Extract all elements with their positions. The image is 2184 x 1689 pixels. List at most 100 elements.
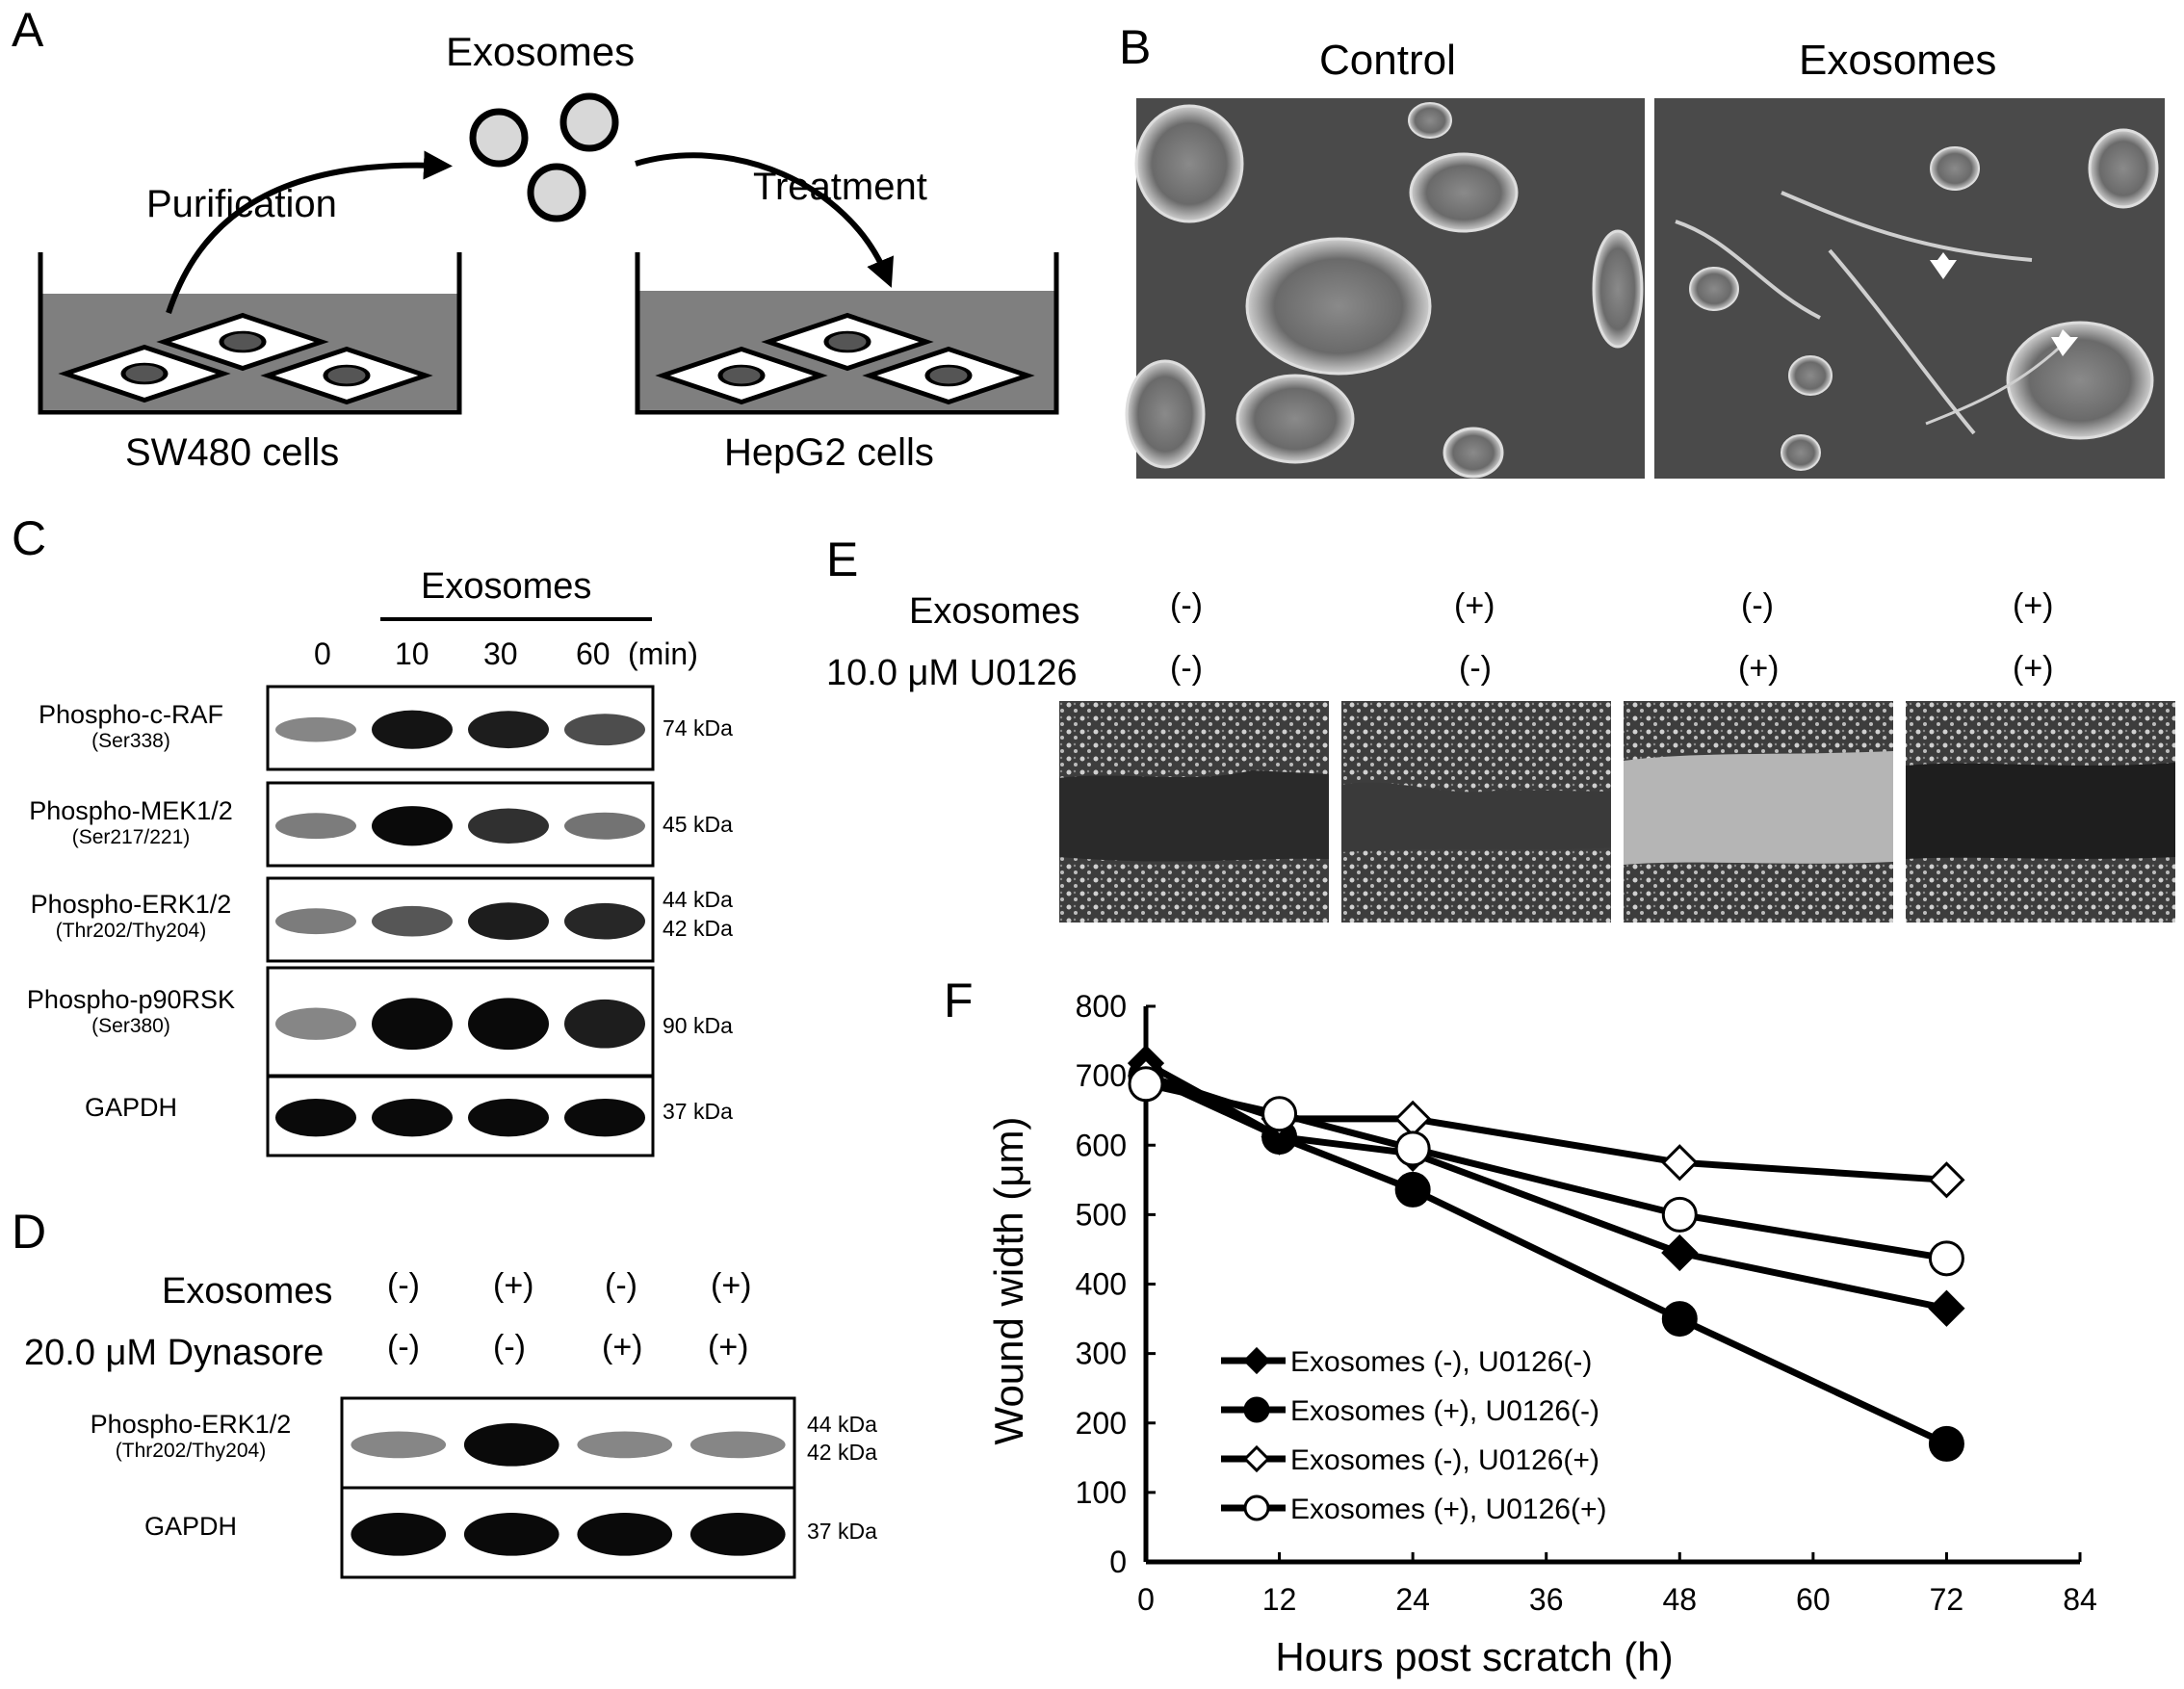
white-arrow-icon xyxy=(2051,329,2078,356)
panel-e-exosomes-label: Exosomes xyxy=(909,591,1080,632)
panel-a-hepg2-label: HepG2 cells xyxy=(724,431,934,474)
panel-d-dyn-sign-1: (-) xyxy=(387,1329,420,1365)
chart-ylabel: Wound width (μm) xyxy=(986,1117,1031,1445)
series-markers-0 xyxy=(1127,1045,1965,1327)
kda-gapdh: 37 kDa xyxy=(663,1099,733,1124)
panel-e-exo-sign-2: (+) xyxy=(1454,587,1495,624)
panel-c-time-0: 0 xyxy=(314,637,331,671)
exosome-vesicle xyxy=(469,108,529,168)
panel-e-exo-sign-3: (-) xyxy=(1741,587,1774,624)
blot-label-gapdh: GAPDH xyxy=(84,1093,178,1122)
blot-band xyxy=(351,1513,447,1556)
wound-image xyxy=(1624,701,1893,922)
blot-frame xyxy=(340,1486,796,1579)
blot-frame xyxy=(340,1396,796,1490)
series-3 xyxy=(1145,1080,1947,1262)
y-tick-label: 400 xyxy=(1076,1267,1127,1302)
blot-band xyxy=(275,716,356,742)
panel-d-dynasore-label: 20.0 μM Dynasore xyxy=(24,1333,325,1373)
legend-label: Exosomes (-), U0126(+) xyxy=(1290,1444,1599,1476)
panel-a-purification-label: Purification xyxy=(146,183,337,225)
panel-d-exo-sign-3: (-) xyxy=(605,1267,637,1304)
chart-series xyxy=(1127,1045,1965,1462)
series-marker xyxy=(1928,1289,1965,1327)
blot-band xyxy=(689,1513,786,1556)
legend-label: Exosomes (+), U0126(-) xyxy=(1290,1395,1599,1427)
series-marker xyxy=(1261,1100,1298,1137)
x-tick-label: 60 xyxy=(1796,1582,1831,1617)
series-0 xyxy=(1144,1060,1948,1312)
cell-icon xyxy=(58,344,231,403)
blot-d-label-gapdh: GAPDH xyxy=(143,1512,238,1541)
panel-e-u-sign-2: (-) xyxy=(1459,650,1492,687)
panel-d-exo-sign-1: (-) xyxy=(387,1267,420,1304)
panel-e-u-sign-3: (+) xyxy=(1738,650,1780,687)
wound-image xyxy=(1906,701,2175,922)
panel-e-exo-sign-1: (-) xyxy=(1170,587,1203,624)
series-marker xyxy=(1928,1240,1964,1277)
x-tick-label: 24 xyxy=(1395,1582,1430,1617)
white-arrow-icon xyxy=(1930,252,1957,279)
kda-d-erk-44: 44 kDa xyxy=(807,1412,877,1437)
panel-a-sw480-label: SW480 cells xyxy=(125,431,340,474)
x-tick-label: 0 xyxy=(1137,1582,1155,1617)
blot-band xyxy=(468,711,549,749)
panel-a-letter: A xyxy=(12,3,44,57)
x-tick-label: 12 xyxy=(1262,1582,1297,1617)
y-tick-label: 500 xyxy=(1076,1197,1127,1232)
cell-icon xyxy=(862,346,1035,405)
panel-c-letter: C xyxy=(12,511,47,565)
blot-band xyxy=(351,1431,447,1459)
blot-band xyxy=(275,813,356,840)
chart-axes: 0 12 24 36 48 60 72 84 0 100 200 300 400 500 600 700 800 xyxy=(1076,989,2097,1617)
kda-d-gapdh: 37 kDa xyxy=(807,1519,877,1544)
blot-band xyxy=(577,1431,673,1459)
series-2 xyxy=(1144,1072,1947,1183)
blot-band xyxy=(577,1513,673,1556)
y-tick-label: 200 xyxy=(1076,1406,1127,1441)
series-marker xyxy=(1127,1045,1165,1082)
exosome-vesicle xyxy=(559,92,619,152)
blot-band xyxy=(463,1423,559,1467)
sw480-dish xyxy=(38,252,462,415)
series-line xyxy=(1145,1080,1947,1262)
series-marker xyxy=(1394,1134,1432,1173)
panel-c-time-60: 60 xyxy=(576,637,611,671)
series-line xyxy=(1144,1072,1947,1183)
blot-band xyxy=(689,1431,786,1459)
blot-band xyxy=(564,999,645,1049)
series-marker xyxy=(1661,1301,1698,1338)
y-tick-label: 300 xyxy=(1076,1337,1127,1371)
cell-icon xyxy=(260,346,433,405)
hepg2-dish xyxy=(635,252,1059,415)
blot-label-erk: Phospho-ERK1/2 (Thr202/Thy204) xyxy=(30,890,232,942)
exosome-vesicle xyxy=(527,163,586,222)
blot-band xyxy=(468,998,549,1051)
blot-frame xyxy=(266,876,655,963)
blot-band xyxy=(564,812,645,840)
blot-band xyxy=(564,1098,645,1137)
x-tick-label: 48 xyxy=(1662,1582,1697,1617)
blot-band xyxy=(372,710,453,749)
panel-b-letter: B xyxy=(1119,20,1152,74)
series-marker xyxy=(1261,1096,1298,1132)
chart-legend: Exosomes (-), U0126(-) Exosomes (+), U012… xyxy=(1221,1346,1606,1525)
cell-icon xyxy=(156,312,329,372)
legend-label: Exosomes (+), U0126(+) xyxy=(1290,1494,1606,1525)
y-tick-label: 0 xyxy=(1109,1545,1127,1579)
series-marker xyxy=(1242,1444,1271,1473)
series-marker xyxy=(1661,1196,1698,1233)
control-micrograph xyxy=(1125,98,1645,479)
cell-icon xyxy=(655,346,828,405)
kda-mek: 45 kDa xyxy=(663,812,733,837)
series-1 xyxy=(1144,1072,1948,1447)
blot-frame xyxy=(266,1075,655,1157)
blot-band xyxy=(372,1098,453,1137)
y-tick-label: 700 xyxy=(1076,1058,1127,1093)
blot-d-label-erk: Phospho-ERK1/2 (Thr202/Thy204) xyxy=(90,1410,292,1462)
y-tick-label: 800 xyxy=(1076,989,1127,1024)
blot-band xyxy=(463,1513,559,1556)
